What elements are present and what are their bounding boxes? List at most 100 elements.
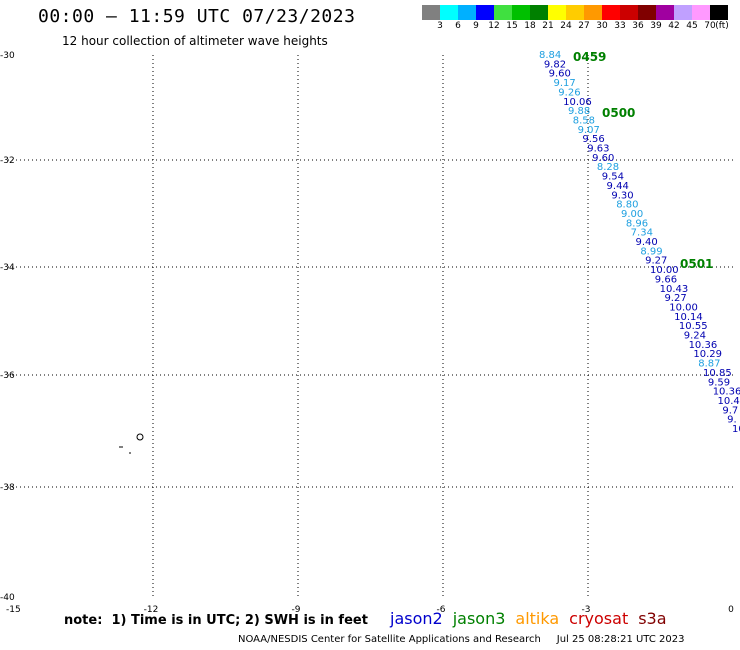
wave-height-value: 8.99 bbox=[640, 246, 662, 257]
wave-height-value: 9.30 bbox=[611, 190, 633, 201]
page-subtitle: 12 hour collection of altimeter wave hei… bbox=[62, 34, 328, 48]
color-swatch bbox=[476, 5, 494, 20]
color-scale-label: 21 bbox=[542, 21, 554, 31]
wave-height-value: 9.24 bbox=[684, 331, 706, 342]
color-swatch bbox=[458, 5, 476, 20]
color-scale-label: 36 bbox=[632, 21, 644, 31]
satellite-legend-item: s3a bbox=[638, 609, 667, 628]
color-swatch bbox=[440, 5, 458, 20]
color-scale-label: 30 bbox=[596, 21, 608, 31]
track-time-label: 0459 bbox=[573, 50, 606, 64]
latitude-tick-label: -34 bbox=[0, 263, 15, 273]
wave-height-value: 10.06 bbox=[563, 97, 592, 108]
color-scale-label: 15 bbox=[506, 21, 518, 31]
wave-height-value: 9.59 bbox=[708, 377, 730, 388]
wave-height-value: 10.85 bbox=[703, 368, 732, 379]
color-swatch bbox=[494, 5, 512, 20]
color-scale-label: 24 bbox=[560, 21, 572, 31]
wave-height-value: 10 bbox=[732, 424, 740, 435]
latitude-tick-label: -40 bbox=[0, 593, 15, 603]
wave-height-value: 9.07 bbox=[578, 125, 600, 136]
color-swatch bbox=[692, 5, 710, 20]
longitude-tick-label: -9 bbox=[292, 605, 301, 615]
color-swatch bbox=[656, 5, 674, 20]
wave-height-value: 10.55 bbox=[679, 321, 708, 332]
wave-height-value: 9.88 bbox=[568, 106, 590, 117]
track-time-label: 0501 bbox=[680, 257, 713, 271]
color-swatch bbox=[548, 5, 566, 20]
satellite-legend-item: jason2 bbox=[390, 609, 443, 628]
wave-height-value: 8.58 bbox=[573, 115, 595, 126]
wave-height-value: 9.26 bbox=[558, 87, 580, 98]
color-swatch bbox=[566, 5, 584, 20]
color-scale-label: 9 bbox=[473, 21, 479, 31]
wave-height-value: 9.17 bbox=[553, 78, 575, 89]
wave-height-value: 10.40 bbox=[718, 396, 740, 407]
wave-height-value: 10.29 bbox=[693, 349, 722, 360]
wave-height-value: 9.27 bbox=[664, 293, 686, 304]
wave-height-value: 10.00 bbox=[650, 265, 679, 276]
satellite-legend-item: cryosat bbox=[569, 609, 629, 628]
color-swatch bbox=[710, 5, 728, 20]
island-outline bbox=[119, 433, 144, 454]
wave-height-value: 9.60 bbox=[549, 69, 571, 80]
wave-height-value: 9.63 bbox=[587, 144, 609, 155]
color-scale-label: 45 bbox=[686, 21, 698, 31]
color-scale-label: 27 bbox=[578, 21, 590, 31]
color-swatch bbox=[674, 5, 692, 20]
color-scale-label: 39 bbox=[650, 21, 662, 31]
satellite-legend-item: jason3 bbox=[452, 609, 506, 628]
longitude-tick-label: -3 bbox=[582, 605, 591, 615]
wave-height-value: 9.60 bbox=[592, 153, 614, 164]
color-swatch bbox=[584, 5, 602, 20]
wave-height-value: 10.43 bbox=[660, 284, 689, 295]
wave-height-value: 8.96 bbox=[626, 218, 648, 229]
color-swatch bbox=[512, 5, 530, 20]
map-axis-labels: -15 -12 -9 -6 -3 0-30-32-34-36-38-40 bbox=[0, 51, 734, 615]
color-scale-label: 70 bbox=[704, 21, 716, 31]
color-swatch bbox=[422, 5, 440, 20]
wave-height-value: 9.56 bbox=[582, 134, 604, 145]
time-labels: 0459 0500 0501 bbox=[573, 50, 713, 271]
wave-height-value: 10.14 bbox=[674, 312, 703, 323]
wave-height-value: 10.36 bbox=[713, 387, 740, 398]
color-scale-label: 3 bbox=[437, 21, 443, 31]
satellite-legend: jason2 jason3 altika cryosat s3a bbox=[390, 609, 677, 628]
satellite-legend-item: altika bbox=[515, 609, 560, 628]
island-shape bbox=[136, 433, 144, 441]
color-scale-label: 12 bbox=[488, 21, 500, 31]
wave-height-value: 9.44 bbox=[607, 181, 629, 192]
wave-height-value: 8.80 bbox=[616, 200, 638, 211]
footer-credit: NOAA/NESDIS Center for Satellite Applica… bbox=[238, 634, 685, 645]
latitude-tick-label: -32 bbox=[0, 156, 15, 166]
color-scale-label: (ft) bbox=[715, 21, 729, 31]
color-swatch bbox=[602, 5, 620, 20]
longitude-tick-label: -12 bbox=[144, 605, 159, 615]
wave-height-value: 8.87 bbox=[698, 359, 720, 370]
wave-height-value: 9.27 bbox=[645, 256, 667, 267]
wave-height-value: 9.54 bbox=[602, 172, 624, 183]
wave-height-value: 9.00 bbox=[621, 209, 643, 220]
wave-height-value: 9.82 bbox=[544, 59, 566, 70]
wave-height-value: 7.34 bbox=[631, 228, 653, 239]
wave-height-value: 10.00 bbox=[669, 302, 698, 313]
footer-note: note: 1) Time is in UTC; 2) SWH is in fe… bbox=[64, 613, 368, 628]
color-scale-label: 18 bbox=[524, 21, 536, 31]
color-scale-label: 6 bbox=[455, 21, 461, 31]
color-scale-label: 42 bbox=[668, 21, 680, 31]
wave-height-value: 9.40 bbox=[636, 237, 658, 248]
color-swatch bbox=[638, 5, 656, 20]
satellite-track: 8.849.829.609.179.2610.069.888.589.079.5… bbox=[539, 50, 740, 435]
wave-height-value: 9. bbox=[727, 415, 737, 426]
latitude-tick-label: -30 bbox=[0, 51, 15, 61]
wave-height-value: 8.28 bbox=[597, 162, 619, 173]
color-swatch bbox=[620, 5, 638, 20]
map-grid bbox=[8, 55, 733, 597]
wave-height-value: 10.36 bbox=[689, 340, 718, 351]
color-scale-label: 33 bbox=[614, 21, 626, 31]
latitude-tick-label: -36 bbox=[0, 371, 15, 381]
latitude-tick-label: -38 bbox=[0, 483, 15, 493]
color-scale-bar bbox=[422, 5, 728, 20]
longitude-tick-label: 0 bbox=[728, 605, 734, 615]
